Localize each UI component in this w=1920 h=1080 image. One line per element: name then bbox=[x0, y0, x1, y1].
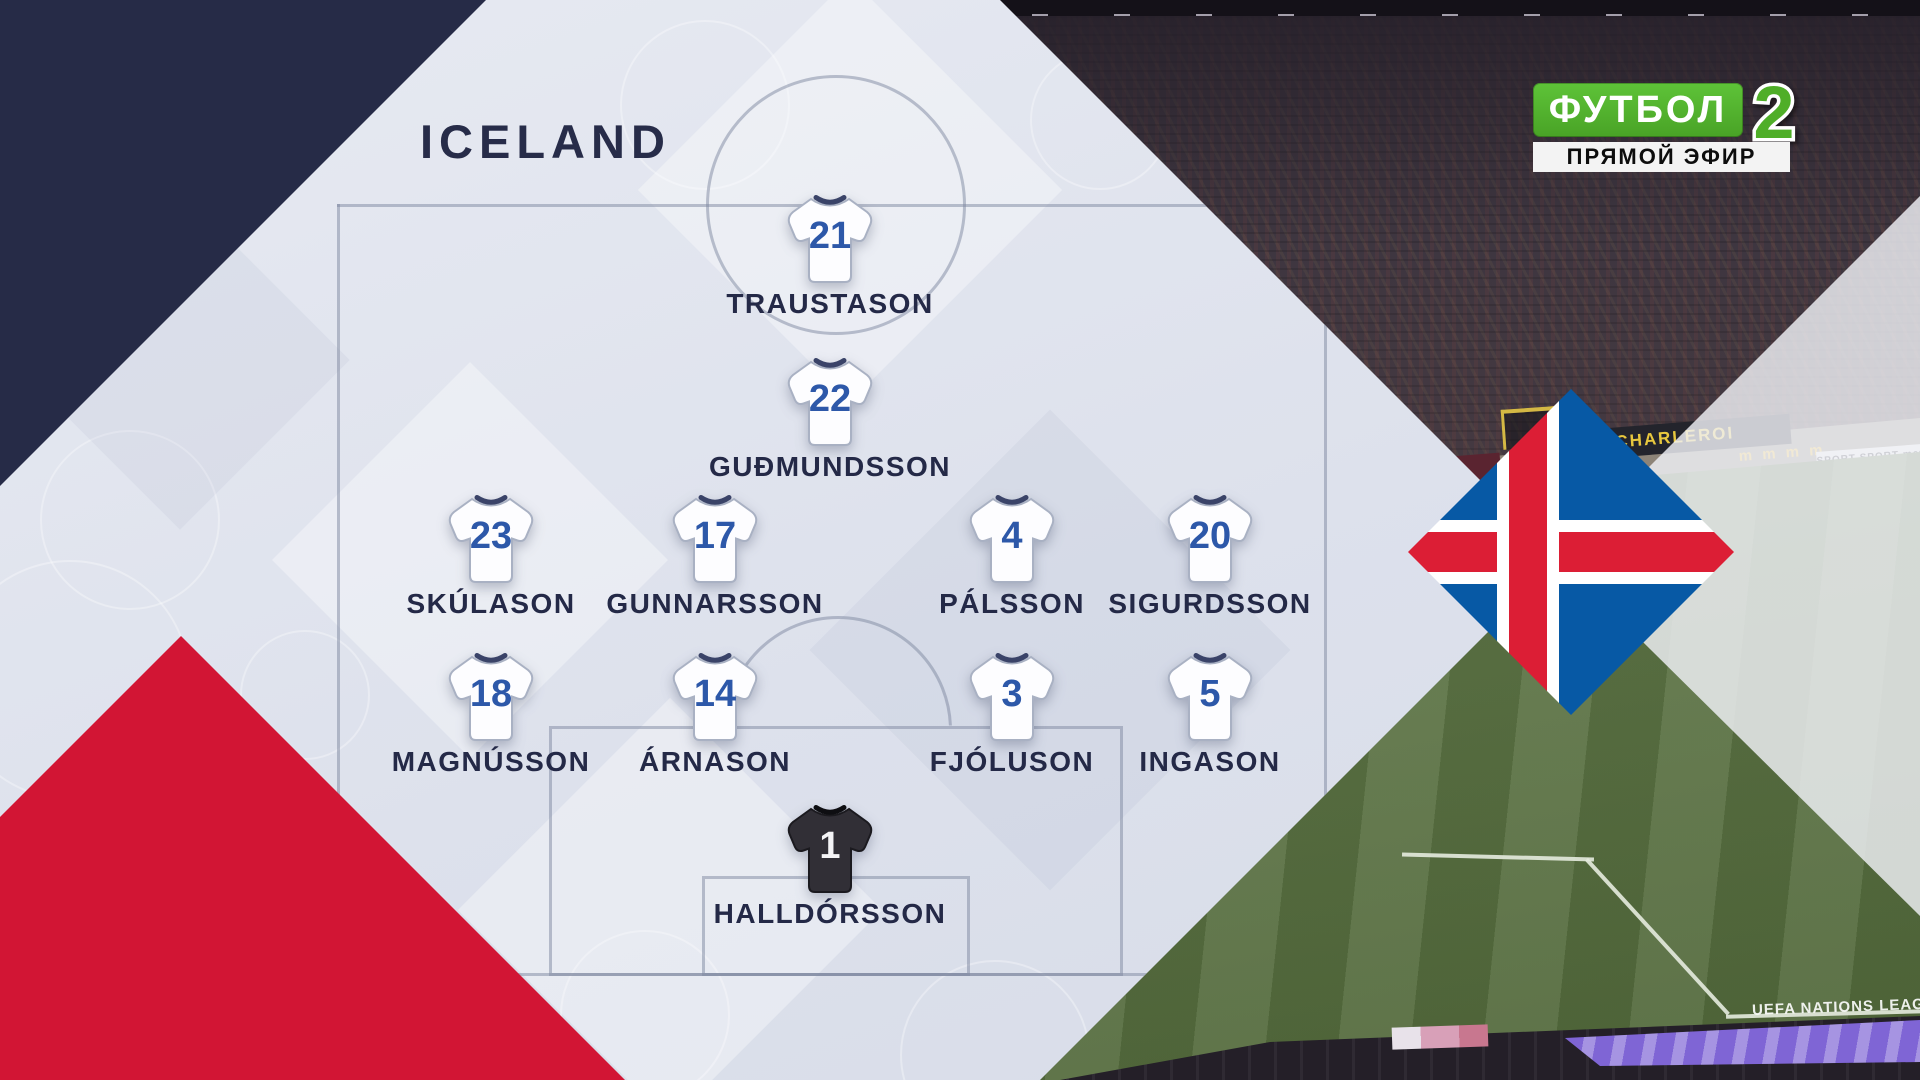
svg-text:5: 5 bbox=[1199, 673, 1220, 715]
center-circle bbox=[706, 75, 966, 335]
svg-text:18: 18 bbox=[470, 673, 512, 715]
svg-text:20: 20 bbox=[1189, 515, 1231, 557]
svg-text:22: 22 bbox=[809, 378, 851, 420]
svg-text:4: 4 bbox=[1001, 515, 1022, 557]
player-name: PÁLSSON bbox=[939, 588, 1085, 619]
player-name: GUÐMUNDSSON bbox=[708, 451, 952, 482]
player-name: HALLDÓRSSON bbox=[713, 898, 947, 929]
player-name: SKÚLASON bbox=[406, 588, 576, 619]
player-name: GUNNARSSON bbox=[606, 588, 824, 619]
team-title: ICELAND bbox=[420, 115, 671, 168]
right-touchline bbox=[1324, 204, 1327, 979]
player-name: INGASON bbox=[1139, 746, 1281, 777]
player-name: MAGNÚSSON bbox=[391, 746, 591, 777]
flag-cloth bbox=[1391, 1024, 1489, 1050]
player-name: ÁRNASON bbox=[638, 746, 792, 777]
left-touchline bbox=[337, 204, 340, 979]
svg-text:2: 2 bbox=[1753, 71, 1794, 154]
svg-text:21: 21 bbox=[809, 215, 851, 257]
player-name: FJÓLUSON bbox=[929, 746, 1095, 777]
player-name: TRAUSTASON bbox=[726, 288, 934, 319]
svg-text:17: 17 bbox=[694, 515, 736, 557]
player-name: SIGURDSSON bbox=[1108, 588, 1312, 619]
pattern-ring bbox=[240, 630, 370, 760]
svg-text:1: 1 bbox=[819, 825, 840, 867]
svg-text:23: 23 bbox=[470, 515, 512, 557]
channel-logo: ФУТБОЛ bbox=[1533, 83, 1743, 137]
channel-number-icon: 2 bbox=[1731, 62, 1817, 155]
pattern-ring bbox=[560, 930, 730, 1080]
svg-text:3: 3 bbox=[1001, 673, 1022, 715]
svg-text:14: 14 bbox=[694, 673, 736, 715]
live-label: ПРЯМОЙ ЭФИР bbox=[1533, 142, 1790, 172]
